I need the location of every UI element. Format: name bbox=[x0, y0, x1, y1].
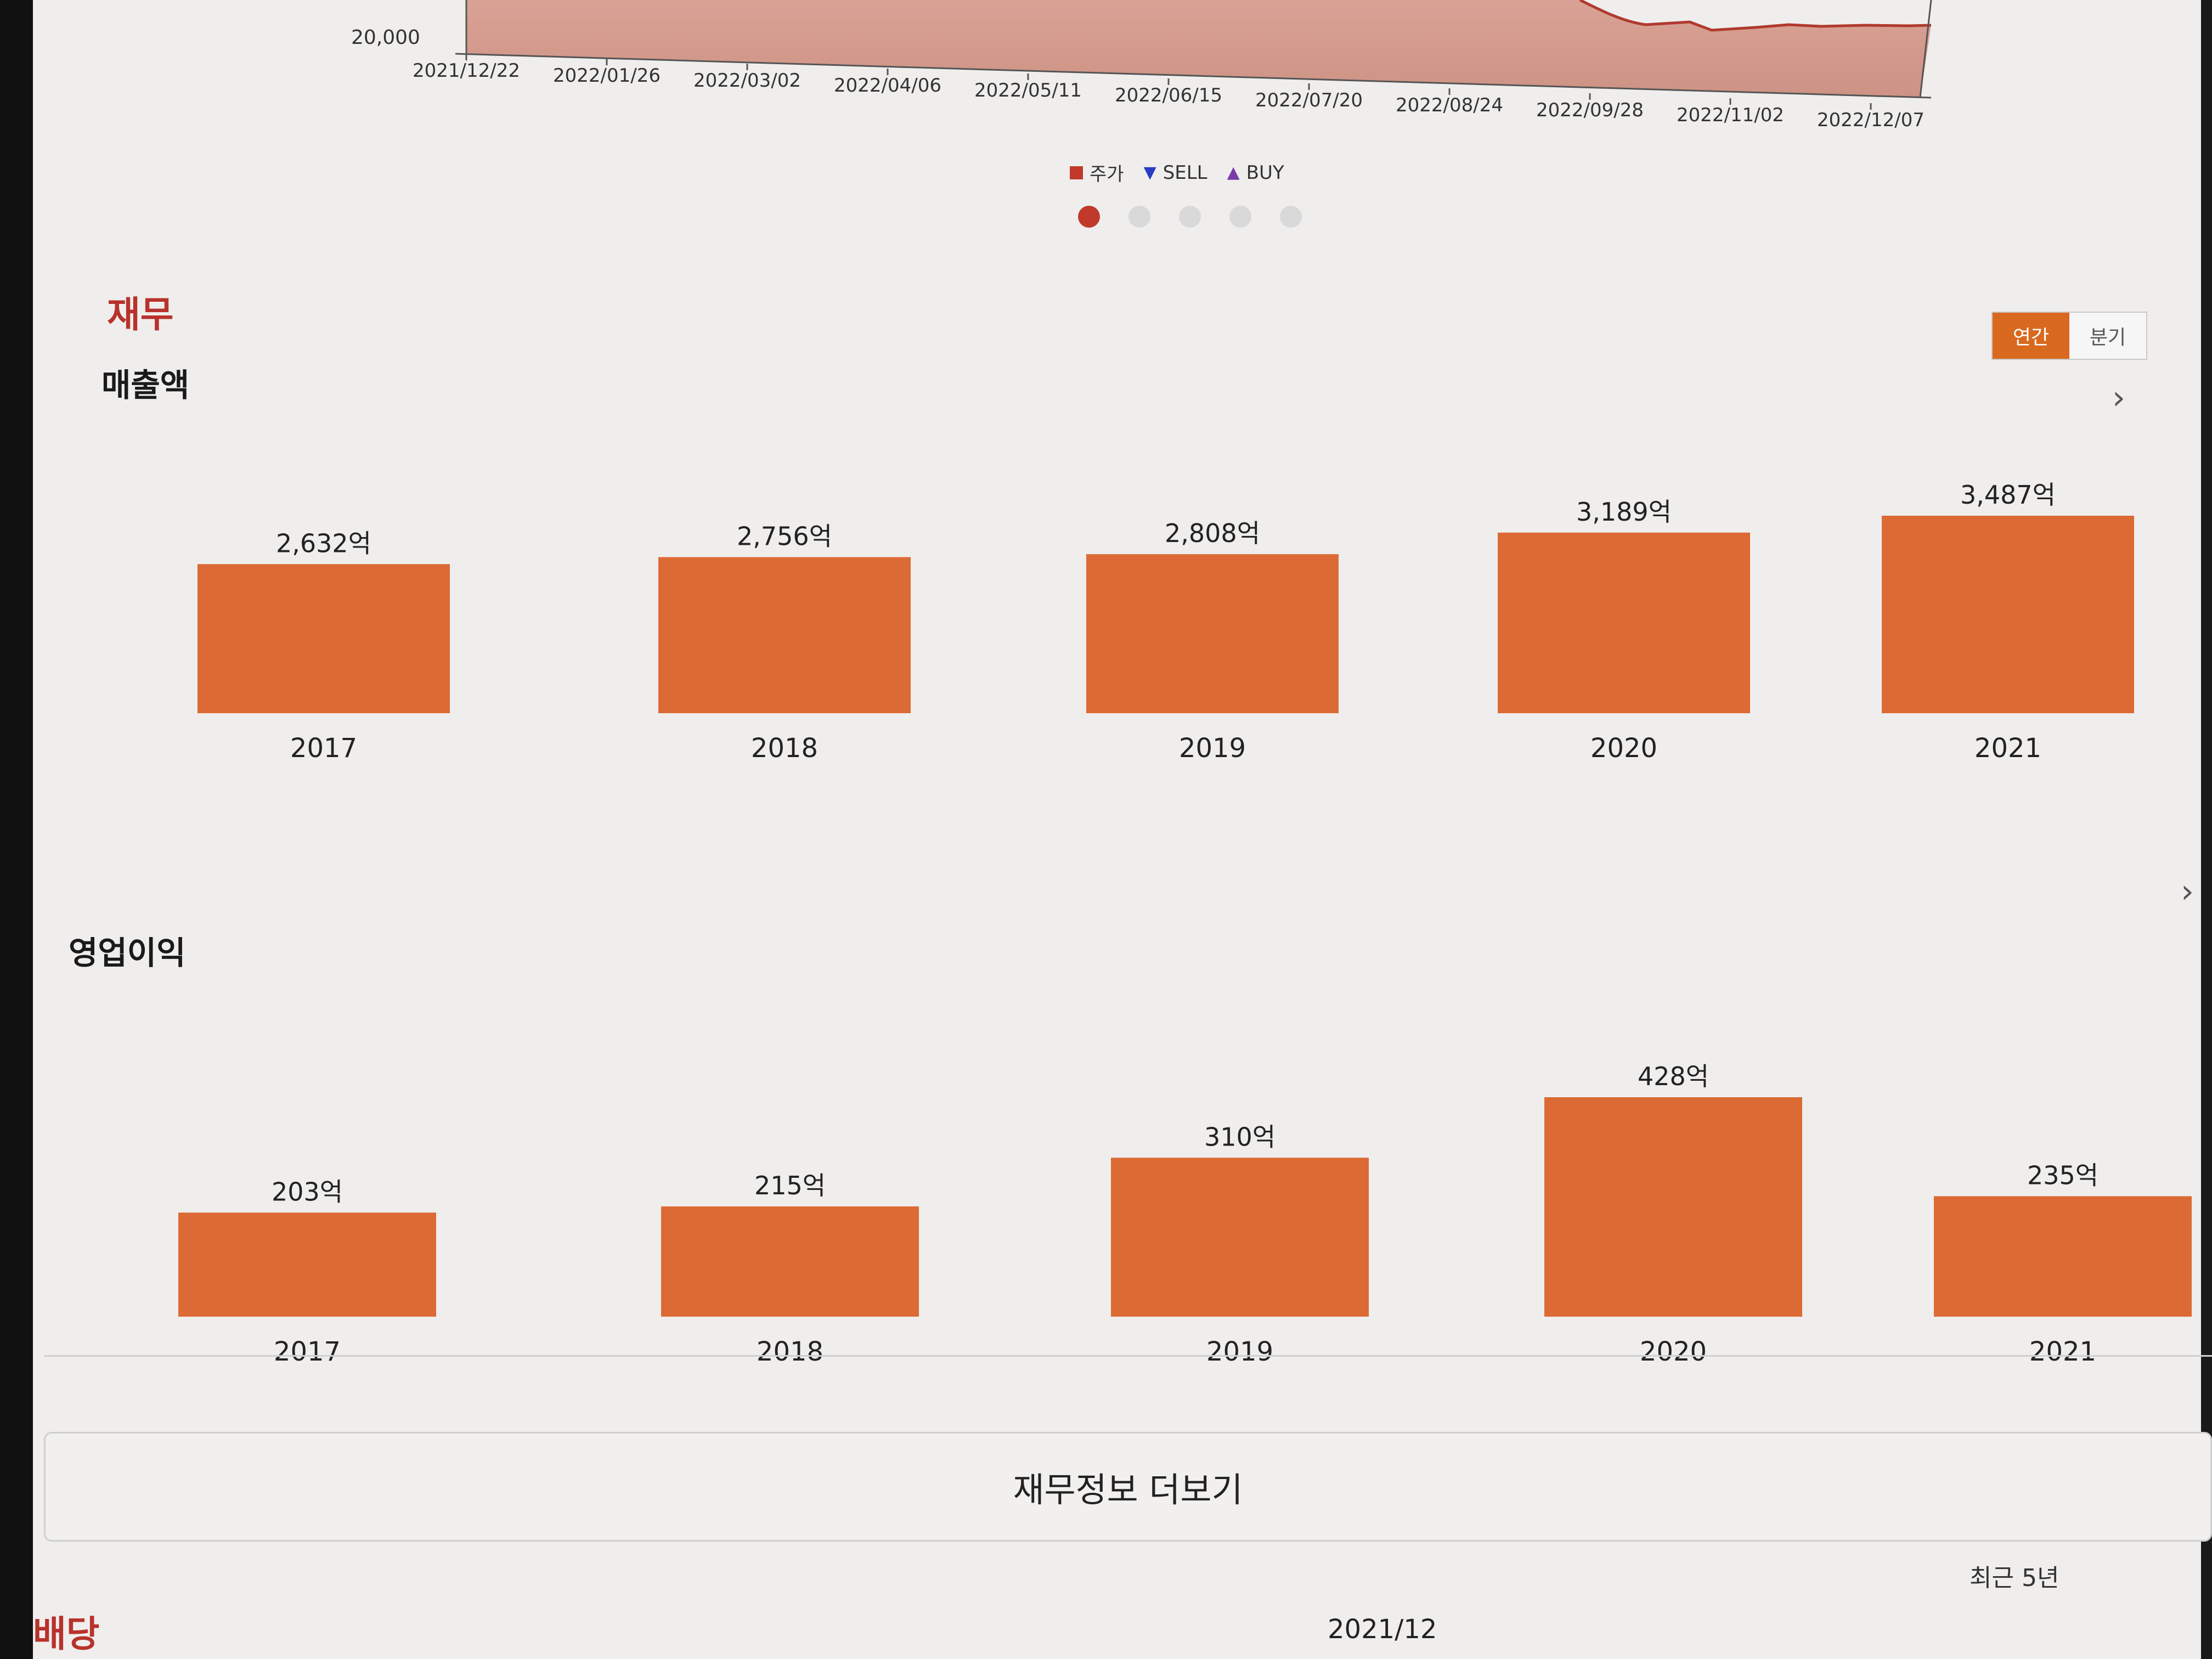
bar-value-label: 235억 bbox=[2027, 1160, 2098, 1190]
bar-2017 bbox=[198, 564, 450, 713]
revenue-title: 매출액 bbox=[101, 366, 190, 404]
operating-profit-bar-svg: 203억 2017 215억 2018 310억 2019 428억 2020 235억 2021 bbox=[178, 1062, 2192, 1367]
bar-value-label: 3,189억 bbox=[1576, 497, 1672, 527]
y-tick-label: 20,000 bbox=[351, 26, 420, 49]
carousel-dot-2[interactable] bbox=[1128, 206, 1150, 228]
bar-value-label: 428억 bbox=[1638, 1062, 1709, 1091]
bar-category-label: 2020 bbox=[1590, 733, 1657, 764]
bar-2021 bbox=[1934, 1196, 2192, 1317]
bar-2021 bbox=[1882, 516, 2134, 713]
x-tick-label: 2022/08/24 bbox=[1396, 94, 1503, 116]
finance-section-title: 재무 bbox=[107, 294, 174, 336]
triangle-up-icon: ▲ bbox=[1227, 163, 1240, 182]
toggle-quarter-button[interactable]: 분기 bbox=[2069, 313, 2146, 359]
x-tick-label: 2022/12/07 bbox=[1817, 109, 1925, 131]
square-icon bbox=[1070, 166, 1083, 179]
recent-years-label: 최근 5년 bbox=[1970, 1564, 2059, 1592]
x-tick-label: 2022/06/15 bbox=[1115, 84, 1222, 106]
carousel-dot-4[interactable] bbox=[1229, 206, 1251, 228]
bar-category-label: 2021 bbox=[1974, 733, 2041, 764]
bar-value-label: 2,808억 bbox=[1165, 518, 1260, 548]
bar-category-label: 2017 bbox=[274, 1336, 341, 1367]
legend-sell: ▼ SELL bbox=[1144, 162, 1207, 184]
bar-2019 bbox=[1086, 554, 1339, 713]
bar-category-label: 2019 bbox=[1179, 733, 1246, 764]
bar-value-label: 215억 bbox=[754, 1171, 826, 1200]
legend-price: 주가 bbox=[1070, 159, 1124, 186]
triangle-down-icon: ▼ bbox=[1143, 163, 1156, 182]
bar-category-label: 2020 bbox=[1640, 1336, 1707, 1367]
bar-value-label: 2,632억 bbox=[276, 528, 371, 558]
x-tick-label: 2021/12/22 bbox=[413, 60, 520, 82]
carousel-dot-5[interactable] bbox=[1280, 206, 1302, 228]
x-ticks: 2021/12/22 2022/01/26 2022/03/02 2022/04/06… bbox=[413, 54, 1925, 131]
chevron-right-icon[interactable]: › bbox=[2181, 872, 2194, 911]
bar-category-label: 2017 bbox=[290, 733, 357, 764]
operating-profit-chart: 203억 2017 215억 2018 310억 2019 428억 2020 235억 2021 bbox=[0, 1009, 2212, 1393]
bar-2018 bbox=[658, 557, 911, 713]
stock-price-chart: 20,000 2021/12/22 2022/01/26 2022/03/02 202… bbox=[351, 0, 1932, 131]
revenue-bar-svg: 2,632억 2017 2,756억 2018 2,808억 2019 3,189억 2020… bbox=[198, 480, 2134, 764]
bar-value-label: 3,487억 bbox=[1960, 480, 2056, 510]
price-area bbox=[466, 0, 1931, 98]
bar-2017 bbox=[178, 1212, 436, 1317]
bar-2020 bbox=[1544, 1097, 1802, 1317]
dividend-section-title: 배당 bbox=[33, 1613, 100, 1655]
bar-category-label: 2021 bbox=[2029, 1336, 2096, 1367]
operating-profit-title: 영업이익 bbox=[69, 934, 186, 972]
bar-2020 bbox=[1498, 532, 1750, 713]
revenue-chart: 2,632억 2017 2,756억 2018 2,808억 2019 3,189억 2020… bbox=[0, 472, 2212, 779]
bar-category-label: 2018 bbox=[757, 1336, 823, 1367]
bar-value-label: 203억 bbox=[272, 1177, 343, 1206]
period-toggle: 연간 분기 bbox=[1991, 312, 2147, 360]
bar-category-label: 2018 bbox=[751, 733, 818, 764]
stock-legend: 주가 ▼ SELL ▲ BUY bbox=[1070, 159, 1284, 186]
carousel-dot-3[interactable] bbox=[1179, 206, 1201, 228]
bar-category-label: 2019 bbox=[1206, 1336, 1273, 1367]
right-axis bbox=[1919, 0, 1932, 98]
x-tick-label: 2022/11/02 bbox=[1677, 104, 1784, 126]
bar-2018 bbox=[661, 1206, 919, 1317]
device-bezel-left bbox=[0, 0, 33, 1659]
finance-more-button[interactable]: 재무정보 더보기 bbox=[44, 1432, 2212, 1542]
divider bbox=[44, 1355, 2212, 1357]
x-tick-label: 2022/04/06 bbox=[834, 75, 941, 97]
carousel-dot-1[interactable] bbox=[1078, 206, 1100, 228]
x-axis bbox=[455, 53, 1932, 99]
x-tick-label: 2022/09/28 bbox=[1536, 99, 1644, 121]
bar-2019 bbox=[1111, 1158, 1369, 1317]
chevron-right-icon[interactable]: › bbox=[2112, 379, 2125, 417]
carousel-dots bbox=[1078, 206, 1302, 228]
device-bezel-right bbox=[2201, 0, 2212, 1659]
legend-buy-label: BUY bbox=[1246, 161, 1284, 184]
bar-value-label: 2,756억 bbox=[737, 521, 832, 551]
toggle-annual-button[interactable]: 연간 bbox=[1993, 313, 2069, 359]
x-tick-label: 2022/03/02 bbox=[693, 70, 801, 92]
price-line bbox=[1579, 0, 1932, 32]
bar-value-label: 310억 bbox=[1204, 1122, 1276, 1152]
x-tick-label: 2022/05/11 bbox=[974, 80, 1082, 101]
dividend-date: 2021/12 bbox=[1328, 1614, 1437, 1645]
legend-price-label: 주가 bbox=[1090, 163, 1124, 185]
x-tick-label: 2022/01/26 bbox=[553, 65, 661, 87]
legend-buy: ▲ BUY bbox=[1227, 162, 1284, 184]
x-tick-label: 2022/07/20 bbox=[1255, 89, 1363, 111]
legend-sell-label: SELL bbox=[1163, 161, 1207, 184]
